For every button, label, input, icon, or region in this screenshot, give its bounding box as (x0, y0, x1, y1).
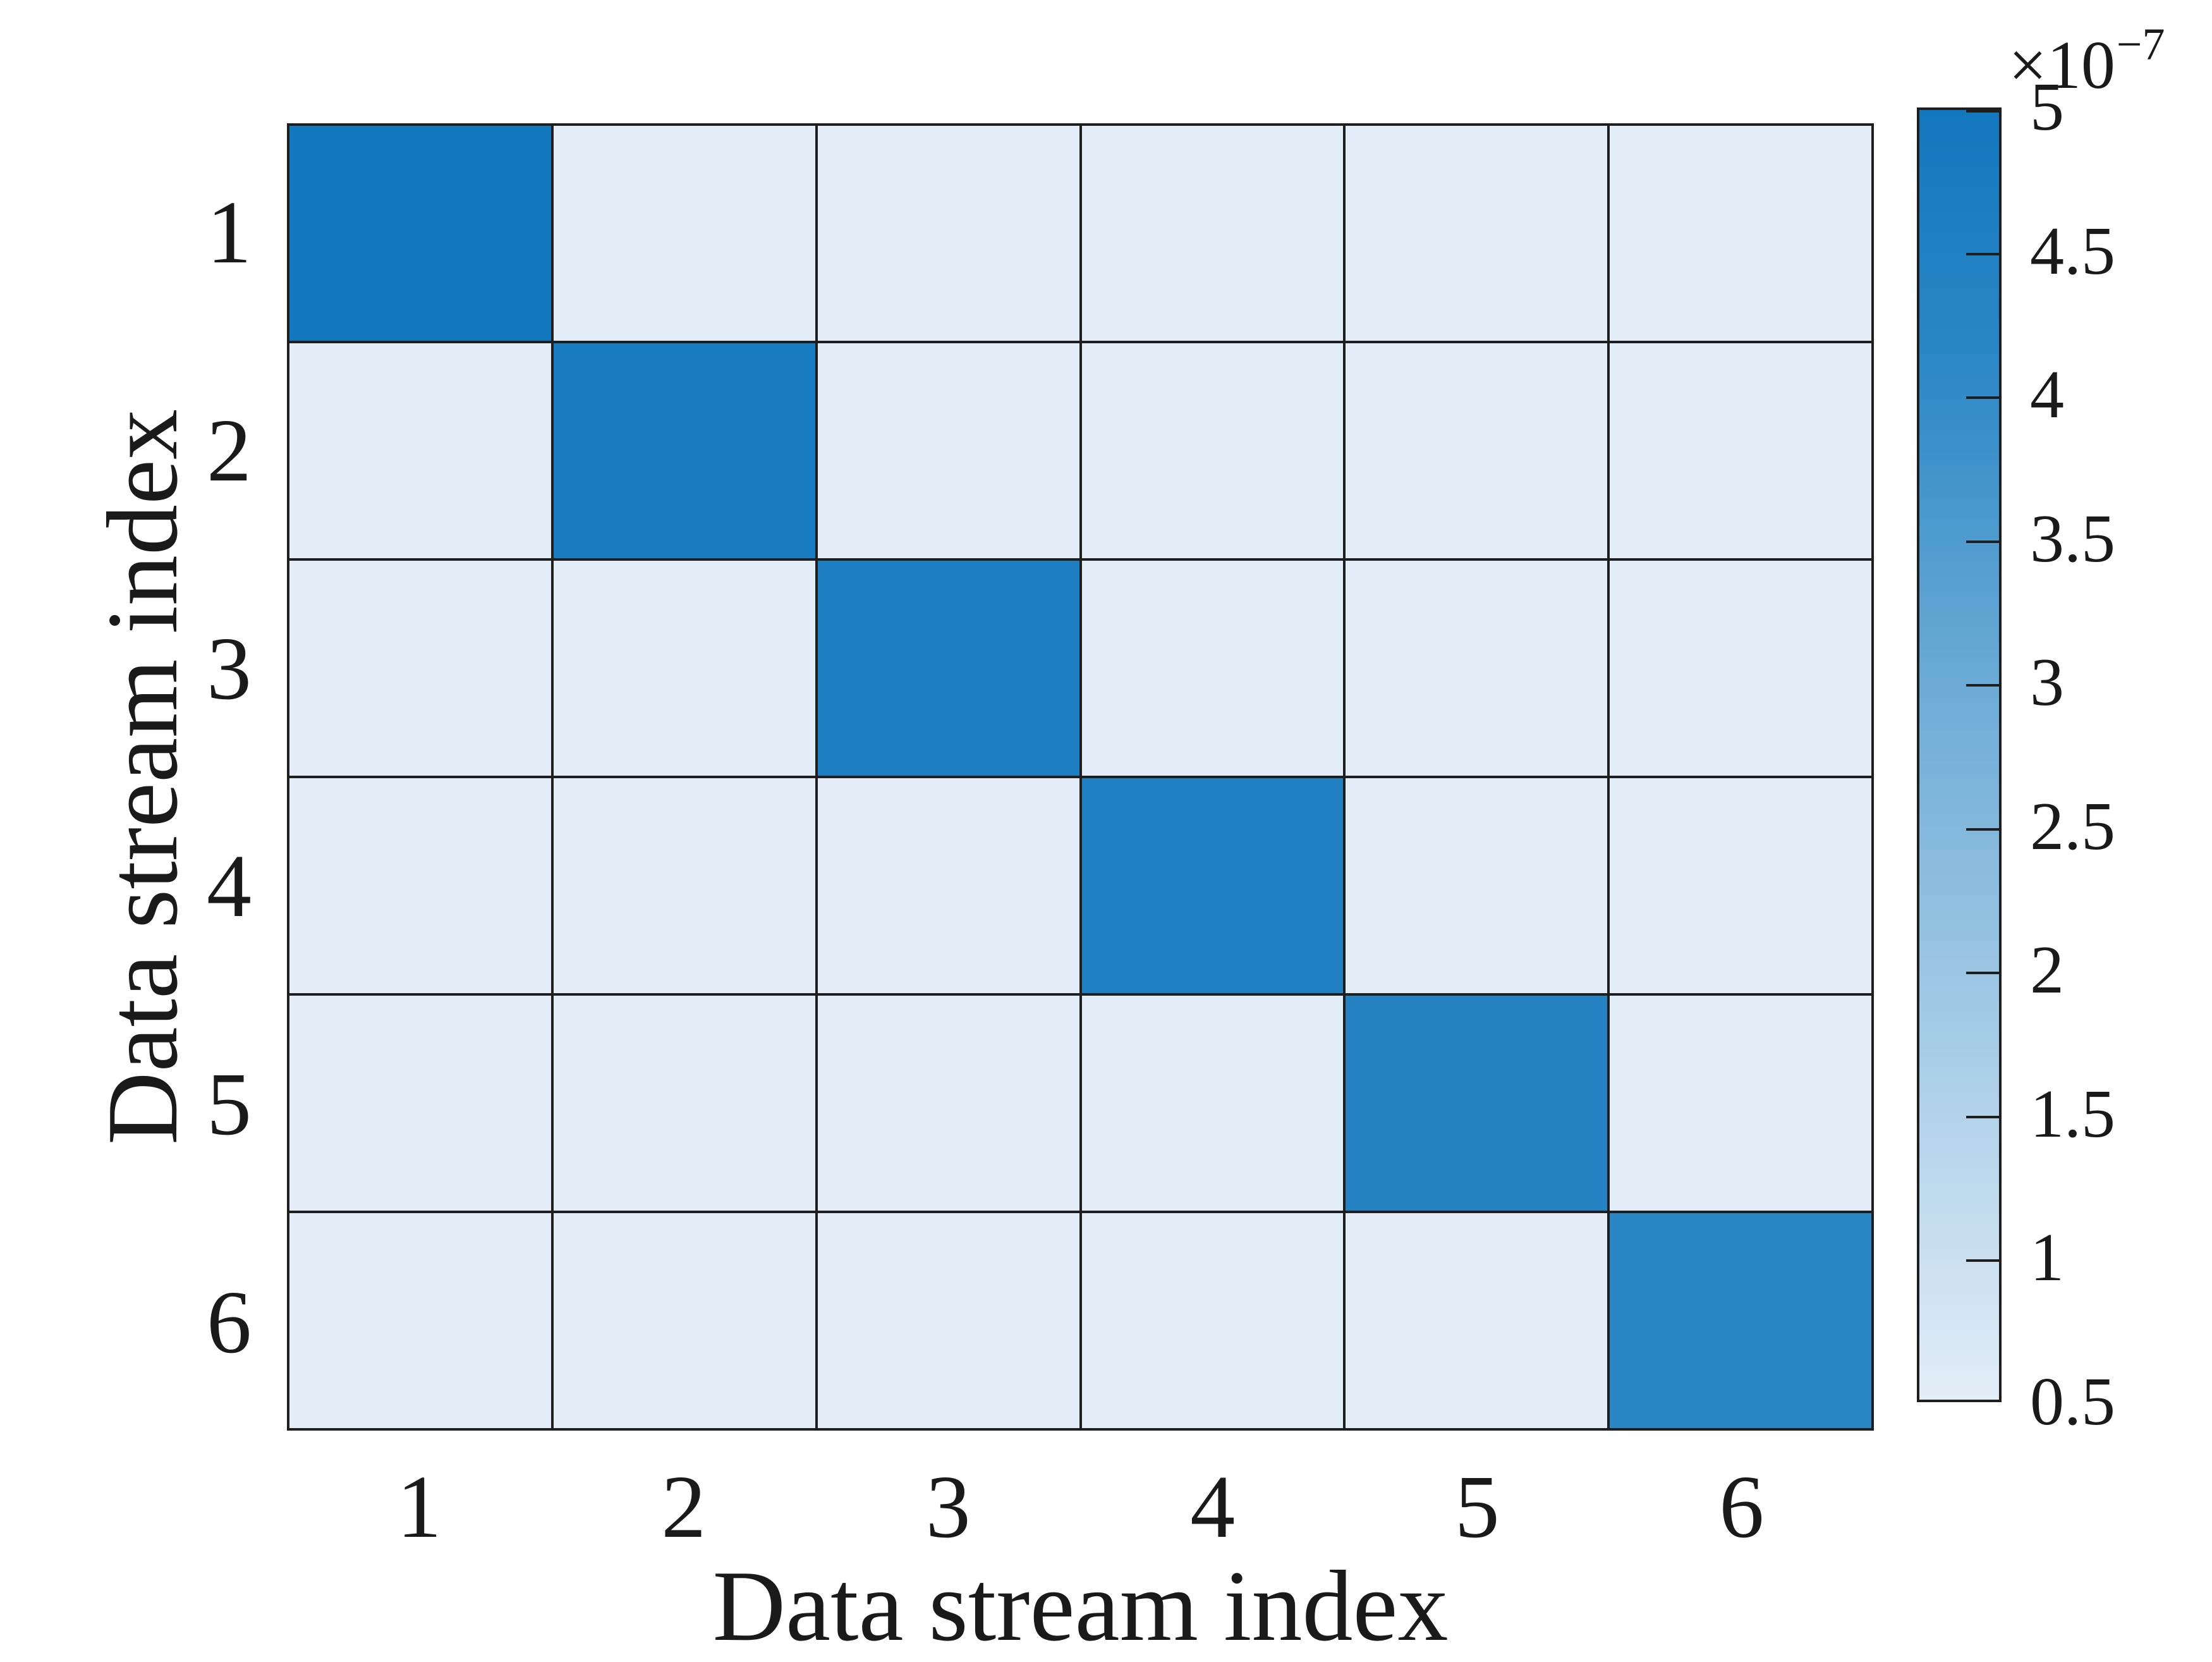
colorbar-tick-mark (1966, 1400, 1999, 1402)
colorbar-tick-label: 3 (2030, 645, 2064, 721)
y-tick-label: 2 (207, 400, 252, 500)
colorbar-tick-mark (1966, 540, 1999, 543)
exponent-value: −7 (2116, 19, 2165, 70)
colorbar-tick-mark (1966, 110, 1999, 113)
x-tick-label: 3 (925, 1457, 971, 1556)
heatmap-cell (1346, 1213, 1608, 1428)
exponent-prefix: ×10 (2008, 28, 2115, 103)
heatmap-grid (287, 123, 1874, 1431)
colorbar-tick-mark (1966, 1259, 1999, 1262)
colorbar-tick-label: 2 (2030, 932, 2064, 1008)
colorbar-tick-label: 4 (2030, 357, 2064, 433)
y-tick-label: 3 (207, 618, 252, 718)
x-tick-label: 5 (1454, 1457, 1500, 1556)
y-tick-label: 6 (207, 1271, 252, 1372)
heatmap-cell (1081, 778, 1344, 993)
heatmap-cell (817, 561, 1079, 776)
heatmap-cell (1346, 343, 1608, 558)
x-tick-label: 6 (1719, 1457, 1765, 1556)
heatmap-cell (553, 561, 815, 776)
heatmap-cell (817, 778, 1079, 993)
heatmap-cell (1610, 561, 1871, 776)
colorbar-tick-label: 2.5 (2030, 788, 2115, 864)
heatmap-cell (553, 778, 815, 993)
colorbar-tick-label: 5 (2030, 70, 2064, 145)
heatmap-cell (1081, 126, 1344, 341)
heatmap-cell (289, 996, 551, 1211)
y-axis-label: Data stream index (86, 409, 198, 1145)
y-tick-label: 5 (207, 1054, 252, 1154)
heatmap-cell (289, 778, 551, 993)
heatmap-cell (553, 996, 815, 1211)
heatmap-cell (1610, 996, 1871, 1211)
colorbar-tick-mark (1966, 972, 1999, 975)
x-tick-label: 1 (396, 1457, 442, 1556)
heatmap-cell (1081, 343, 1344, 558)
colorbar-tick-label: 1 (2030, 1220, 2064, 1296)
colorbar-tick-label: 1.5 (2030, 1076, 2115, 1152)
heatmap-cell (817, 126, 1079, 341)
x-axis-label: Data stream index (712, 1549, 1449, 1662)
heatmap-cell (1346, 561, 1608, 776)
heatmap-cell (817, 996, 1079, 1211)
colorbar-tick-label: 4.5 (2030, 213, 2115, 289)
heatmap-cell (1081, 561, 1344, 776)
heatmap-cell (1610, 778, 1871, 993)
colorbar-exponent-label: ×10−7 (2008, 14, 2165, 103)
x-tick-label: 2 (661, 1457, 707, 1556)
heatmap-cell (553, 343, 815, 558)
heatmap-cell (1346, 126, 1608, 341)
colorbar (1917, 107, 2002, 1402)
heatmap-cell (1081, 1213, 1344, 1428)
x-tick-label: 4 (1190, 1457, 1236, 1556)
heatmap-cell (553, 126, 815, 341)
heatmap-cell (289, 1213, 551, 1428)
y-tick-label: 1 (207, 182, 252, 283)
colorbar-tick-mark (1966, 1115, 1999, 1118)
heatmap-cell (1081, 996, 1344, 1211)
heatmap-cell (1610, 343, 1871, 558)
heatmap-cell (817, 1213, 1079, 1428)
heatmap-cell (553, 1213, 815, 1428)
heatmap-cell (289, 561, 551, 776)
colorbar-tick-label: 0.5 (2030, 1364, 2115, 1439)
heatmap-cell (1610, 126, 1871, 341)
colorbar-tick-mark (1966, 396, 1999, 400)
heatmap-cell (289, 126, 551, 341)
y-tick-label: 4 (207, 836, 252, 936)
heatmap-cell (1346, 778, 1608, 993)
colorbar-tick-label: 3.5 (2030, 501, 2115, 577)
colorbar-tick-mark (1966, 828, 1999, 831)
heatmap-cell (1610, 1213, 1871, 1428)
heatmap-cell (289, 343, 551, 558)
colorbar-tick-mark (1966, 252, 1999, 255)
heatmap-cell (817, 343, 1079, 558)
colorbar-tick-mark (1966, 684, 1999, 687)
heatmap-cell (1346, 996, 1608, 1211)
